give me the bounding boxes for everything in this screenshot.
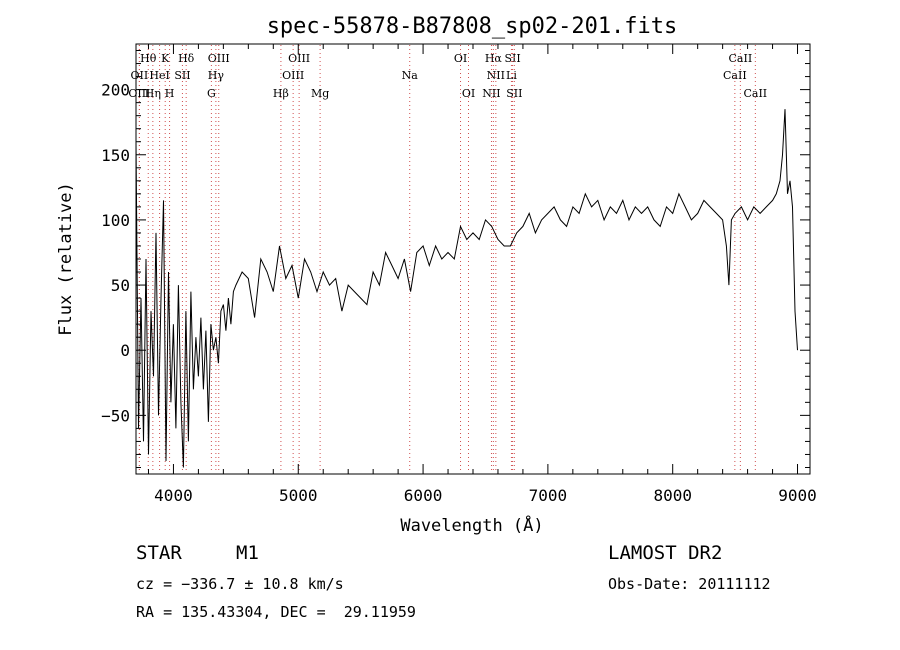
line-label: K	[161, 52, 170, 65]
y-tick-label: 50	[111, 276, 130, 295]
spectrum-layer	[135, 109, 798, 468]
line-label: CaII	[723, 69, 747, 82]
line-label: H	[165, 87, 175, 100]
line-label: SII	[504, 52, 520, 65]
line-label: OII	[131, 69, 149, 82]
line-label: NII	[482, 87, 500, 100]
y-tick-label: −50	[101, 406, 130, 425]
redshift-text: cz = −336.7 ± 10.8 km/s	[136, 575, 344, 593]
line-label: G	[207, 87, 216, 100]
y-tick-label: 0	[120, 341, 130, 360]
line-label: SII	[506, 87, 522, 100]
x-tick-label: 4000	[154, 486, 193, 505]
x-tick-label: 5000	[279, 486, 318, 505]
line-label: CaII	[743, 87, 767, 100]
line-label: OI	[462, 87, 475, 100]
coordinates-text: RA = 135.43304, DEC = 29.11959	[136, 603, 416, 621]
line-label: Hη	[145, 87, 161, 100]
y-axis-label: Flux (relative)	[56, 182, 76, 336]
chart-title: spec-55878-B87808_sp02-201.fits	[267, 14, 678, 39]
observation-date: Obs-Date: 20111112	[608, 575, 771, 593]
line-label: Hα	[485, 52, 503, 65]
line-label: OI	[454, 52, 467, 65]
object-subclass: M1	[236, 542, 259, 564]
line-label: SII	[174, 69, 190, 82]
line-label: OIII	[288, 52, 310, 65]
line-label: NII	[487, 69, 505, 82]
line-label: OIII	[282, 69, 304, 82]
line-label: Hδ	[178, 52, 195, 65]
line-label: Li	[506, 69, 517, 82]
line-label: Hγ	[208, 69, 225, 82]
x-tick-label: 6000	[404, 486, 443, 505]
spectrum-line	[135, 109, 798, 468]
y-tick-label: 100	[101, 211, 130, 230]
axes-layer: 4000 5000 6000 7000 8000 9000 −50 0 50 100 150 200	[101, 44, 817, 505]
line-label: CaII	[729, 52, 753, 65]
x-axis-label: Wavelength (Å)	[400, 514, 543, 536]
line-label: Hθ	[140, 52, 157, 65]
line-label: OIII	[208, 52, 230, 65]
line-label: OIII	[128, 87, 150, 100]
plot-frame	[135, 43, 811, 475]
survey-name: LAMOST DR2	[608, 542, 723, 564]
line-label: Na	[402, 69, 419, 82]
line-label: Hβ	[273, 87, 289, 100]
x-tick-label: 7000	[529, 486, 568, 505]
object-class: STAR	[136, 542, 182, 564]
line-label: Mg	[311, 87, 329, 100]
x-tick-label: 9000	[778, 486, 817, 505]
x-tick-label: 8000	[653, 486, 692, 505]
y-tick-label: 200	[101, 81, 130, 100]
y-tick-label: 150	[101, 146, 130, 165]
line-label: HeI	[149, 69, 169, 82]
